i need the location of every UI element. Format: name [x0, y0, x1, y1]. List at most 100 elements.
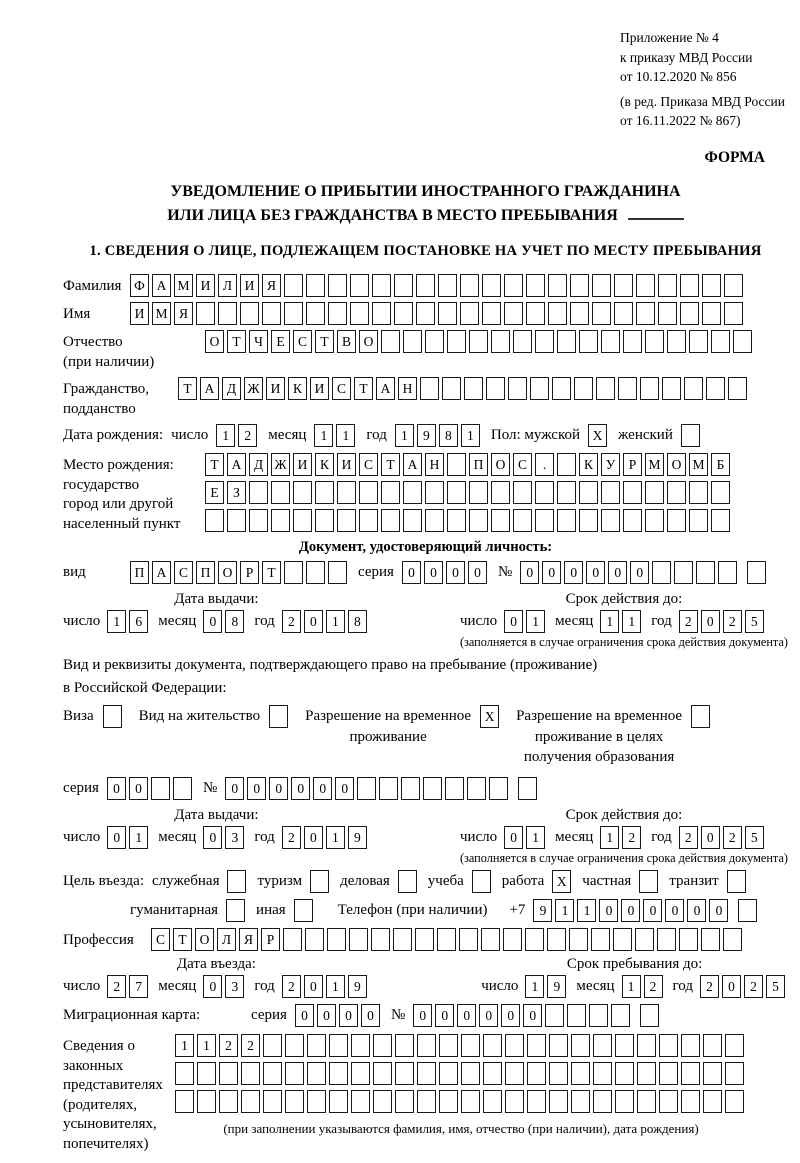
char-box[interactable]: 0 [401, 561, 421, 585]
char-box[interactable]: 6 [129, 610, 149, 634]
char-box[interactable] [658, 274, 677, 298]
char-box[interactable]: И [293, 453, 312, 477]
char-box[interactable] [636, 274, 655, 298]
char-box[interactable]: 0 [467, 561, 487, 585]
char-box[interactable] [504, 274, 523, 298]
char-box[interactable] [535, 481, 554, 505]
char-box[interactable]: Ж [271, 453, 290, 477]
char-box[interactable] [680, 424, 700, 448]
char-box[interactable] [425, 481, 444, 505]
char-box[interactable] [483, 1062, 502, 1085]
char-box[interactable]: 0 [303, 826, 323, 849]
char-box[interactable]: Ф [130, 274, 149, 298]
char-box[interactable] [381, 509, 400, 533]
char-box[interactable] [469, 481, 488, 505]
char-box[interactable] [725, 1090, 744, 1113]
char-box[interactable] [393, 928, 412, 951]
char-box[interactable] [635, 928, 654, 951]
char-box[interactable]: Р [623, 453, 642, 477]
char-box[interactable] [447, 509, 466, 533]
char-box[interactable] [425, 330, 444, 354]
char-box[interactable]: 0 [435, 1004, 455, 1027]
char-box[interactable]: 2 [281, 975, 301, 998]
char-box[interactable] [351, 1034, 370, 1057]
char-box[interactable]: 0 [313, 777, 333, 800]
char-box[interactable] [150, 777, 170, 800]
char-box[interactable] [571, 1090, 590, 1113]
char-box[interactable] [640, 1004, 660, 1027]
char-box[interactable]: 1 [325, 975, 345, 998]
char-box[interactable] [307, 1034, 326, 1057]
char-box[interactable] [329, 1034, 348, 1057]
char-box[interactable] [637, 1090, 656, 1113]
char-box[interactable] [284, 274, 303, 298]
char-box[interactable] [596, 377, 615, 401]
char-box[interactable] [420, 377, 439, 401]
char-box[interactable] [307, 1090, 326, 1113]
char-box[interactable] [593, 1090, 612, 1113]
char-box[interactable]: Т [205, 453, 224, 477]
char-box[interactable] [681, 1062, 700, 1085]
char-box[interactable]: 2 [643, 975, 663, 998]
char-box[interactable] [557, 453, 576, 477]
char-box[interactable]: 0 [203, 610, 223, 634]
char-box[interactable] [394, 274, 413, 298]
char-box[interactable]: М [689, 453, 708, 477]
char-box[interactable] [438, 274, 457, 298]
char-box[interactable] [549, 1062, 568, 1085]
char-box[interactable] [725, 1034, 744, 1057]
char-box[interactable]: С [359, 453, 378, 477]
char-box[interactable]: А [152, 561, 171, 585]
char-box[interactable] [373, 1062, 392, 1085]
char-box[interactable] [711, 330, 730, 354]
char-box[interactable]: И [130, 302, 149, 326]
char-box[interactable] [548, 302, 567, 326]
char-box[interactable] [703, 1090, 722, 1113]
char-box[interactable] [615, 1062, 634, 1085]
char-box[interactable]: 0 [608, 561, 628, 585]
char-box[interactable] [447, 481, 466, 505]
char-box[interactable]: У [601, 453, 620, 477]
char-box[interactable] [689, 481, 708, 505]
char-box[interactable] [491, 509, 510, 533]
char-box[interactable] [513, 481, 532, 505]
char-box[interactable]: Я [262, 274, 281, 298]
char-box[interactable] [306, 274, 325, 298]
char-box[interactable]: 0 [457, 1004, 477, 1027]
char-box[interactable] [262, 302, 281, 326]
char-box[interactable] [618, 377, 637, 401]
char-box[interactable]: М [174, 274, 193, 298]
char-box[interactable] [518, 777, 538, 800]
char-box[interactable] [219, 1062, 238, 1085]
char-box[interactable] [549, 1034, 568, 1057]
char-box[interactable]: 0 [338, 1004, 358, 1027]
char-box[interactable] [227, 870, 247, 893]
char-box[interactable] [723, 928, 742, 951]
char-box[interactable] [359, 509, 378, 533]
char-box[interactable] [373, 1090, 392, 1113]
char-box[interactable]: 0 [621, 899, 641, 922]
char-box[interactable] [645, 509, 664, 533]
char-box[interactable] [589, 1004, 609, 1027]
char-box[interactable] [306, 302, 325, 326]
char-box[interactable]: 1 [325, 610, 345, 634]
char-box[interactable] [491, 481, 510, 505]
char-box[interactable] [557, 509, 576, 533]
char-box[interactable] [601, 509, 620, 533]
char-box[interactable] [657, 928, 676, 951]
char-box[interactable] [218, 302, 237, 326]
char-box[interactable] [263, 1062, 282, 1085]
char-box[interactable] [197, 1090, 216, 1113]
char-box[interactable]: 0 [687, 899, 707, 922]
char-box[interactable]: С [174, 561, 193, 585]
char-box[interactable]: С [332, 377, 351, 401]
char-box[interactable] [241, 1090, 260, 1113]
char-box[interactable]: Д [249, 453, 268, 477]
char-box[interactable] [197, 1062, 216, 1085]
char-box[interactable] [659, 1034, 678, 1057]
char-box[interactable]: 1 [622, 610, 642, 634]
char-box[interactable]: 1 [107, 610, 127, 634]
char-box[interactable]: 0 [523, 1004, 543, 1027]
char-box[interactable] [571, 1062, 590, 1085]
char-box[interactable] [667, 481, 686, 505]
